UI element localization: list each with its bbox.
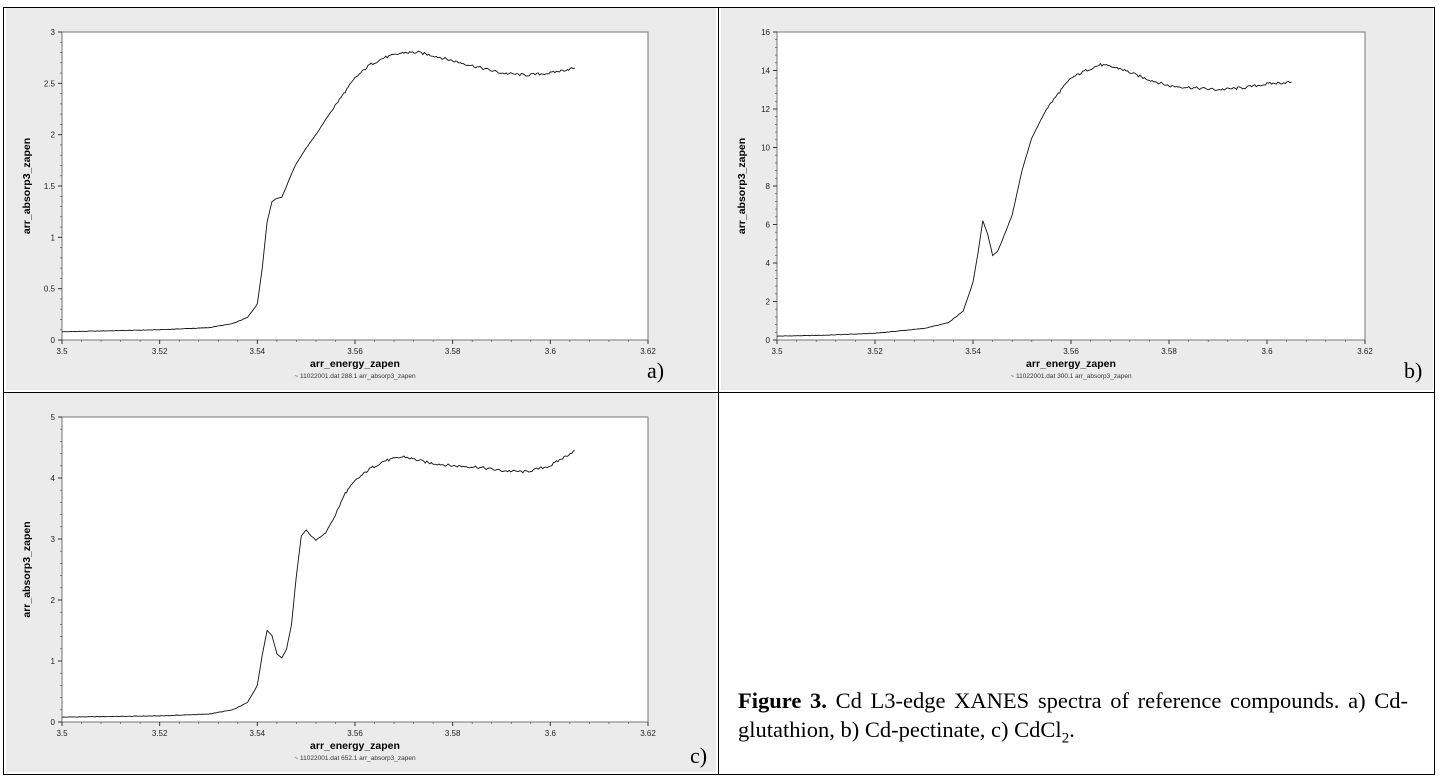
x-axis-label: arr_energy_zapen bbox=[310, 740, 400, 752]
y-axis-label: arr_absorp3_zapen bbox=[21, 138, 33, 234]
y-tick-label: 2 bbox=[51, 596, 56, 605]
y-tick-label: 2 bbox=[51, 131, 56, 140]
x-tick-label: 3.54 bbox=[250, 347, 266, 356]
panel-c-chart: 0 1 2 3 4 5 3.5 3.52 3.54 3.56 3.58 3.6 3.62 arr_ener… bbox=[6, 393, 716, 772]
x-tick-label: 3.6 bbox=[1261, 347, 1273, 356]
series-line-0 bbox=[61, 450, 575, 718]
x-tick-label: 3.5 bbox=[56, 347, 68, 356]
x-tick-label: 3.56 bbox=[1063, 347, 1079, 356]
panel-a-cell: 0 0.5 1 1.5 2 2.5 3 3.5 3.52 3.54 3.56 3.58 3.6 3.62 a… bbox=[4, 8, 718, 392]
caption-label: Figure 3. bbox=[738, 688, 827, 713]
figure-table-outline bbox=[3, 7, 1435, 775]
y-tick-label: 0.5 bbox=[44, 285, 56, 294]
legend-entry: ~ 11022001.dat 288.1 arr_absorp3_zapen bbox=[294, 373, 416, 380]
x-tick-label: 3.62 bbox=[640, 729, 656, 738]
series-line-0 bbox=[61, 50, 575, 333]
y-tick-label: 2.5 bbox=[44, 79, 56, 88]
x-tick-label: 3.62 bbox=[1357, 347, 1373, 356]
legend-entry: ~ 11022001.dat 300.1 arr_absorp3_zapen bbox=[1010, 373, 1132, 380]
y-tick-label: 1 bbox=[51, 233, 56, 242]
x-tick-label: 3.54 bbox=[250, 729, 266, 738]
legend-entry: ~ 11022001.dat 652.1 arr_absorp3_zapen bbox=[294, 755, 416, 762]
x-tick-label: 3.52 bbox=[152, 729, 168, 738]
caption-end: . bbox=[1069, 717, 1075, 742]
x-tick-label: 3.6 bbox=[545, 729, 557, 738]
y-tick-label: 0 bbox=[51, 336, 56, 345]
caption-text: Cd L3-edge XANES spectra of reference co… bbox=[738, 688, 1408, 742]
panel-c-letter: c) bbox=[690, 743, 708, 768]
x-axis-label: arr_energy_zapen bbox=[1026, 358, 1116, 370]
x-tick-label: 3.58 bbox=[1161, 347, 1177, 356]
panel-b-letter: b) bbox=[1404, 358, 1423, 383]
x-tick-label: 3.52 bbox=[867, 347, 883, 356]
y-tick-label: 3 bbox=[51, 535, 56, 544]
table-divider-vertical bbox=[718, 7, 719, 775]
y-tick-label: 12 bbox=[761, 105, 770, 114]
panel-b-cell: 0 2 4 6 8 10 12 14 16 3.5 3.52 3.54 3.56 3.58 3.6 3.62 a… bbox=[719, 8, 1435, 392]
y-tick-label: 5 bbox=[51, 413, 56, 422]
y-tick-label: 6 bbox=[766, 221, 771, 230]
x-tick-label: 3.5 bbox=[56, 729, 68, 738]
figure-caption: Figure 3. Cd L3-edge XANES spectra of re… bbox=[738, 686, 1408, 754]
y-tick-label: 3 bbox=[51, 28, 56, 37]
x-tick-label: 3.58 bbox=[445, 729, 461, 738]
y-tick-label: 8 bbox=[766, 182, 771, 191]
panel-a-letter: a) bbox=[647, 358, 665, 383]
x-tick-label: 3.56 bbox=[347, 729, 363, 738]
x-tick-label: 3.62 bbox=[640, 347, 656, 356]
table-divider-horizontal bbox=[3, 392, 1435, 393]
panel-b-chart: 0 2 4 6 8 10 12 14 16 3.5 3.52 3.54 3.56 3.58 3.6 3.62 a… bbox=[721, 8, 1433, 390]
x-tick-label: 3.52 bbox=[152, 347, 168, 356]
y-tick-label: 0 bbox=[766, 336, 771, 345]
y-axis-label: arr_absorp3_zapen bbox=[736, 138, 748, 234]
y-tick-label: 10 bbox=[761, 144, 770, 153]
y-tick-label: 1 bbox=[51, 657, 56, 666]
y-tick-label: 2 bbox=[766, 298, 771, 307]
y-tick-label: 4 bbox=[51, 474, 56, 483]
caption-subscript: 2 bbox=[1061, 730, 1070, 747]
plot-area bbox=[61, 416, 649, 723]
x-tick-label: 3.5 bbox=[771, 347, 783, 356]
x-tick-label: 3.54 bbox=[965, 347, 981, 356]
x-tick-label: 3.56 bbox=[347, 347, 363, 356]
x-axis-label: arr_energy_zapen bbox=[310, 358, 400, 370]
y-tick-label: 14 bbox=[761, 67, 770, 76]
panel-c-cell: 0 1 2 3 4 5 3.5 3.52 3.54 3.56 3.58 3.6 3.62 arr_ener… bbox=[4, 393, 718, 774]
series-line-0 bbox=[776, 62, 1292, 337]
y-tick-label: 0 bbox=[51, 718, 56, 727]
panel-a-chart: 0 0.5 1 1.5 2 2.5 3 3.5 3.52 3.54 3.56 3.58 3.6 3.62 a… bbox=[6, 8, 716, 390]
y-tick-label: 1.5 bbox=[44, 182, 56, 191]
y-tick-label: 16 bbox=[761, 28, 770, 37]
x-tick-label: 3.58 bbox=[445, 347, 461, 356]
plot-area bbox=[61, 31, 649, 341]
x-tick-label: 3.6 bbox=[545, 347, 557, 356]
y-axis-label: arr_absorp3_zapen bbox=[21, 521, 33, 617]
y-tick-label: 4 bbox=[766, 259, 771, 268]
